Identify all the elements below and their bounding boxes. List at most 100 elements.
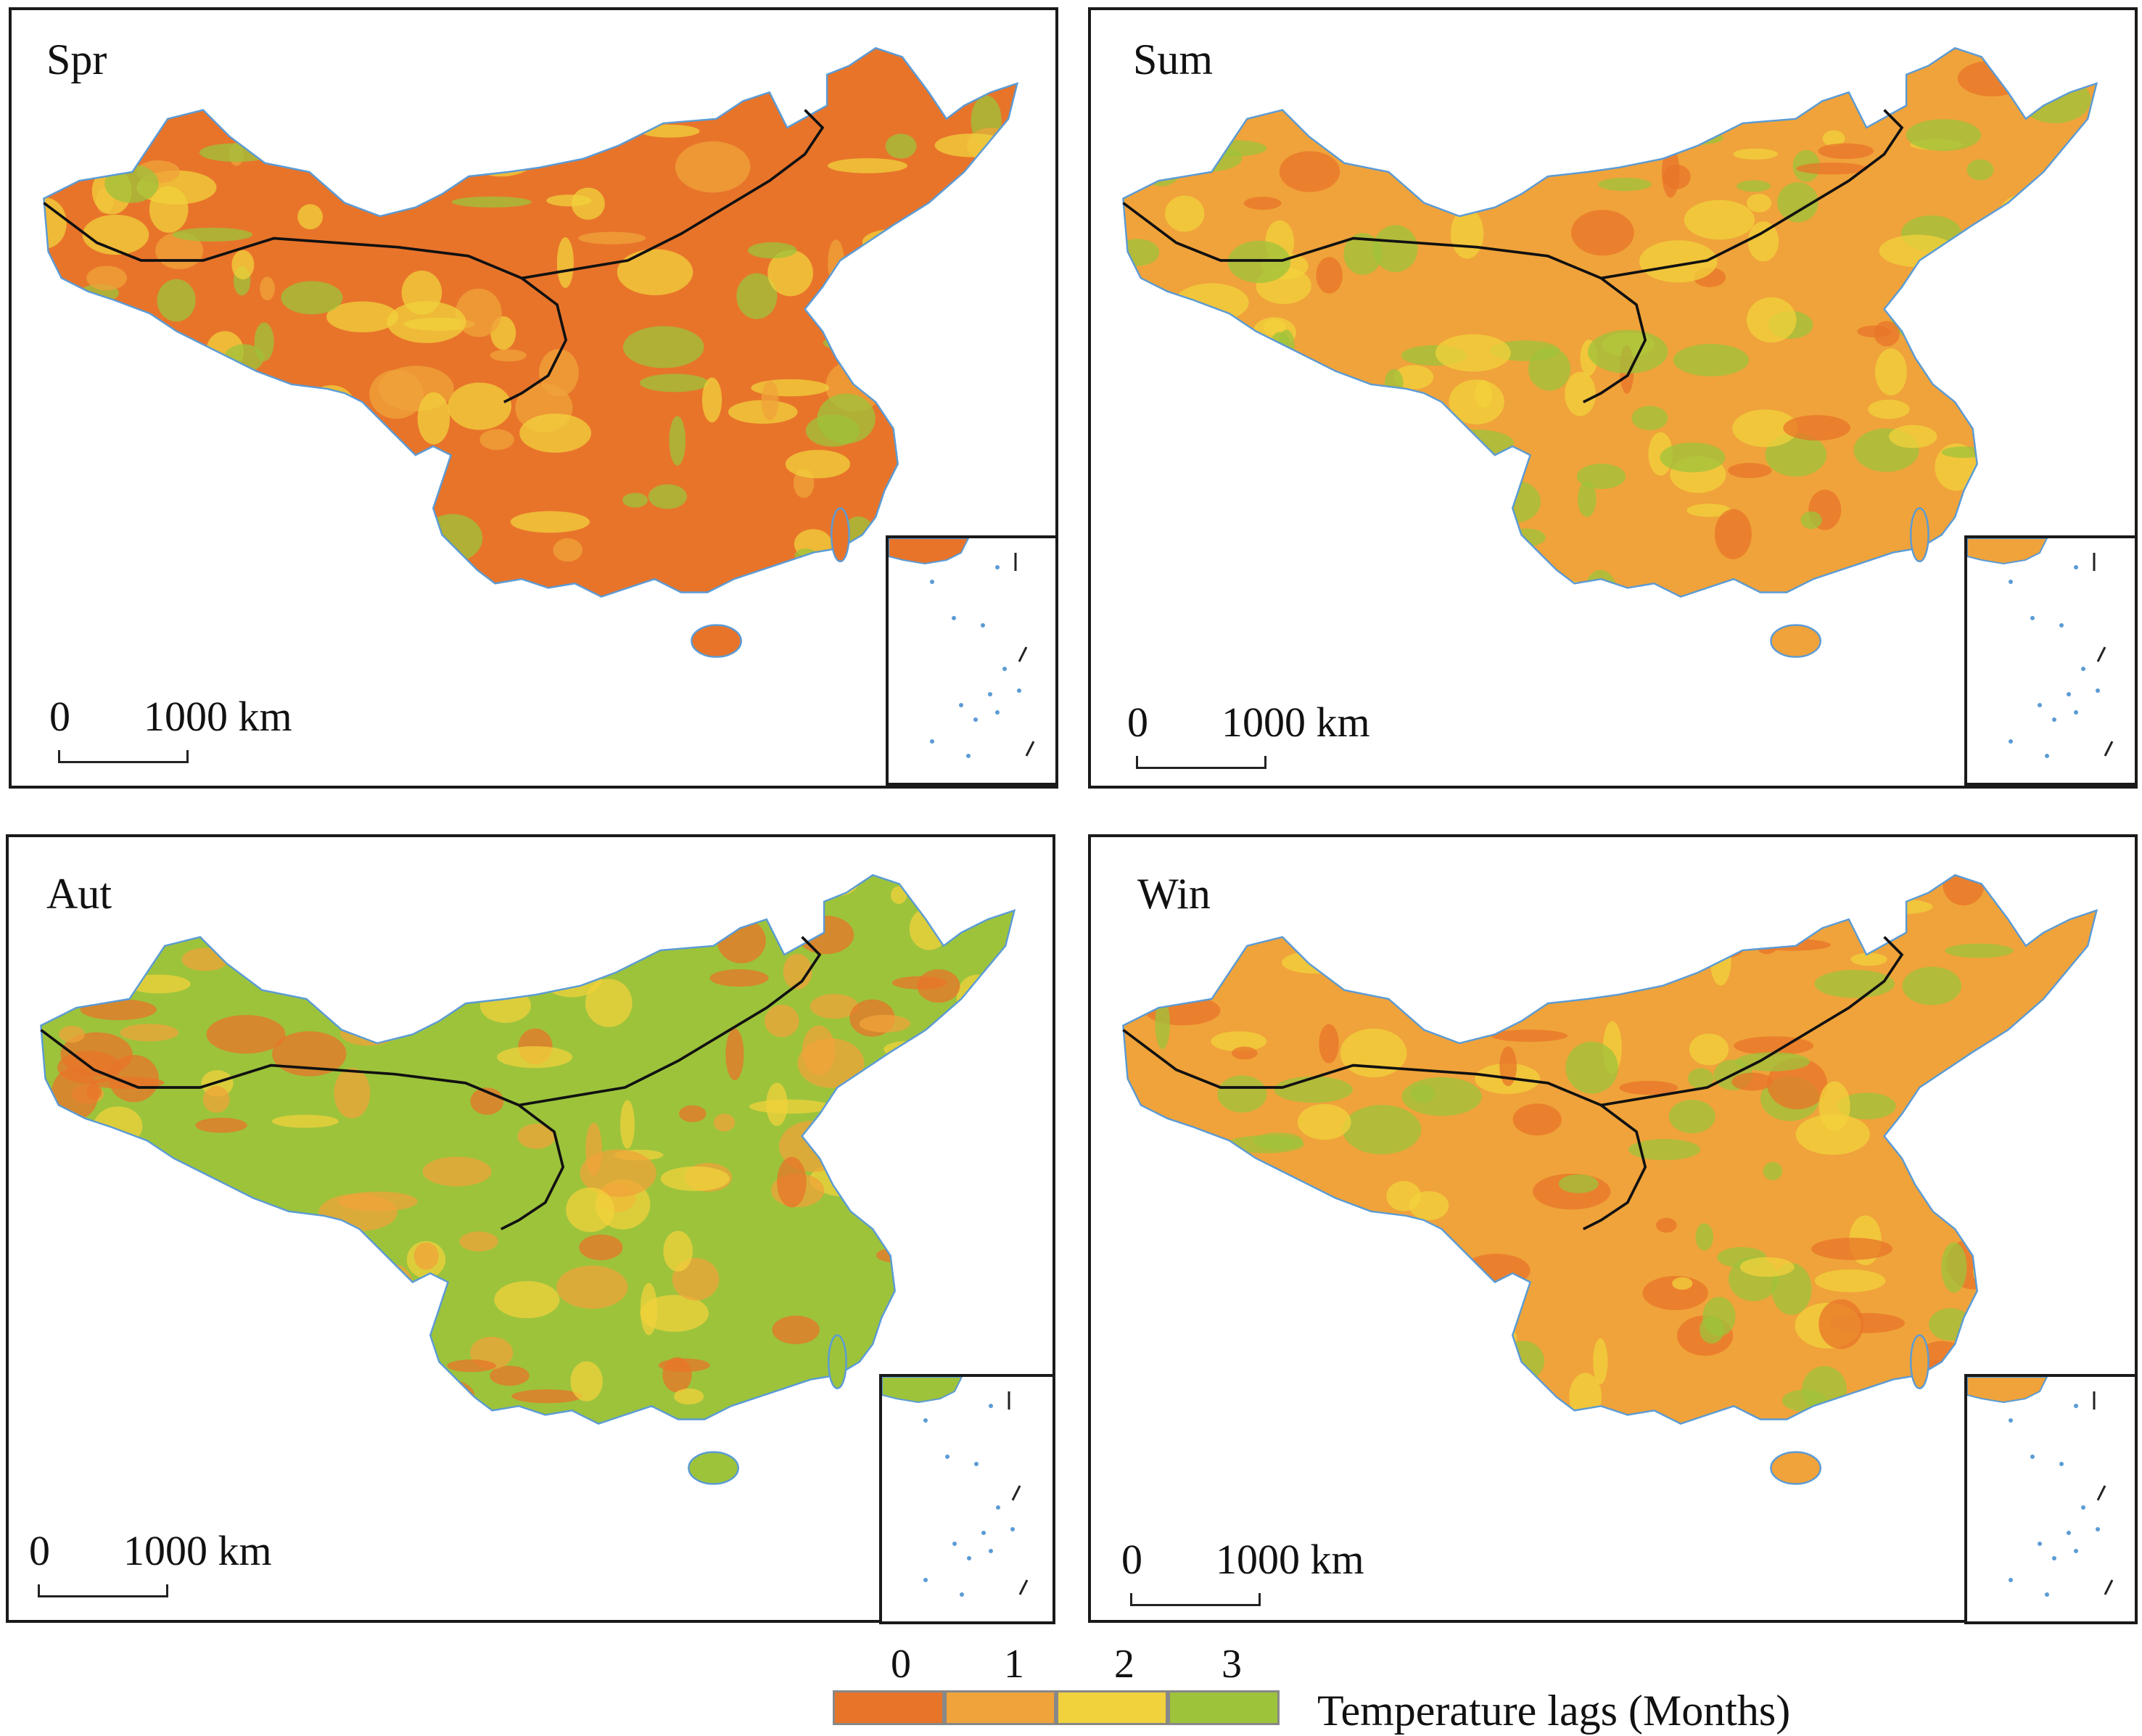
lag-patch xyxy=(1260,1227,1285,1251)
lag-patch xyxy=(709,969,769,987)
lag-patch xyxy=(1987,1198,2056,1227)
legend-value-3: 3 xyxy=(1222,1642,1242,1687)
south-china-sea-inset xyxy=(1964,535,2138,786)
inset-island xyxy=(2074,565,2078,569)
lag-patch xyxy=(1660,442,1726,473)
lag-patch xyxy=(1243,197,1282,210)
lag-patch xyxy=(2080,242,2097,273)
lag-patch xyxy=(1773,59,1812,94)
region-boundary-line xyxy=(521,109,825,280)
lag-patch xyxy=(1583,569,1618,597)
lag-patch xyxy=(1206,454,1236,488)
lag-patch xyxy=(1400,1236,1451,1285)
lag-patch xyxy=(494,938,522,992)
island xyxy=(1770,1451,1821,1485)
inset-island xyxy=(981,1531,986,1535)
lag-patch xyxy=(331,1283,413,1329)
inset-island xyxy=(2067,692,2071,696)
lag-patch xyxy=(1528,347,1571,391)
lag-patch xyxy=(660,1166,730,1191)
lag-patch xyxy=(157,279,196,322)
inset-map xyxy=(1967,1377,2114,1597)
lag-patch xyxy=(519,414,592,453)
region-boundary-line xyxy=(1122,202,1647,403)
lag-patch xyxy=(199,413,243,432)
lag-patch xyxy=(1684,199,1755,240)
scale-end: 1000 km xyxy=(1216,1536,1364,1583)
lag-patch xyxy=(1297,1103,1351,1140)
inset-island xyxy=(2074,1404,2078,1408)
season-label: Sum xyxy=(1133,36,1214,83)
lag-patch xyxy=(1155,997,1170,1050)
lag-patch xyxy=(387,301,466,343)
inset-island xyxy=(945,1455,950,1459)
lag-patch xyxy=(1738,875,1764,897)
lag-patch xyxy=(1600,882,1615,925)
lag-patch xyxy=(195,1117,247,1133)
lag-patch xyxy=(1723,69,1756,116)
lag-patch xyxy=(796,916,854,955)
lag-patch xyxy=(1673,344,1750,377)
lag-patch xyxy=(494,1280,560,1319)
lag-patch xyxy=(172,227,253,242)
lag-patch xyxy=(1424,1295,1486,1322)
inset-coast xyxy=(889,538,970,565)
lag-patch xyxy=(1140,562,1200,574)
lag-patch xyxy=(479,429,514,451)
lag-patch xyxy=(510,511,590,533)
lag-patch xyxy=(924,503,951,519)
lag-patch xyxy=(326,301,398,333)
lag-patch xyxy=(767,250,814,297)
lag-patch xyxy=(1651,52,1702,102)
lag-patch xyxy=(1747,221,1779,262)
lag-patch xyxy=(1966,159,1994,181)
lag-patch xyxy=(1393,365,1434,390)
land-area xyxy=(1123,48,2097,597)
lag-patch xyxy=(1330,875,1411,900)
lag-patch xyxy=(553,538,583,562)
lag-patch xyxy=(717,918,766,963)
lag-patch xyxy=(1818,1299,1863,1349)
lag-patch xyxy=(41,916,65,962)
lag-patch xyxy=(413,1242,439,1270)
inset-island xyxy=(981,623,985,628)
lag-patch xyxy=(1973,1248,2025,1295)
lag-patch xyxy=(1592,926,1644,978)
lag-patch xyxy=(800,575,847,596)
inset-island xyxy=(2045,754,2049,758)
lag-patch xyxy=(761,380,779,421)
lag-patch xyxy=(1441,1320,1517,1356)
lag-patch xyxy=(285,93,348,117)
lag-patch xyxy=(651,890,694,908)
lag-patch xyxy=(2001,333,2080,356)
lag-patch xyxy=(41,1198,86,1228)
lag-patch xyxy=(1705,89,1747,127)
lag-patch xyxy=(1863,899,1933,915)
legend-swatch-0 xyxy=(833,1690,944,1725)
lag-patch xyxy=(785,450,851,479)
lag-patch xyxy=(1232,1046,1258,1060)
inset-island xyxy=(2009,1578,2013,1582)
lag-patch xyxy=(2001,1306,2042,1352)
inset-map xyxy=(889,538,1035,758)
inset-island xyxy=(2096,1527,2100,1531)
lag-patch xyxy=(675,141,751,193)
scale-bar: 0 1000 km xyxy=(29,1526,272,1606)
inset-island xyxy=(996,1505,1000,1510)
lag-patch xyxy=(1951,1111,1998,1165)
lag-patch xyxy=(585,979,633,1027)
lag-patch xyxy=(321,416,364,437)
lag-patch xyxy=(1123,239,1160,266)
lag-patch xyxy=(2019,482,2096,535)
scale-end: 1000 km xyxy=(144,693,292,740)
inset-island xyxy=(2074,1549,2078,1553)
lag-patch xyxy=(114,510,161,530)
lag-patch xyxy=(1558,1174,1599,1193)
lag-patch xyxy=(1343,233,1383,275)
lag-patch xyxy=(68,460,84,488)
lag-patch xyxy=(1458,1274,1494,1307)
lag-patch xyxy=(1972,1188,2007,1234)
inset-dash-line xyxy=(1025,741,1035,757)
lag-patch xyxy=(1737,931,1771,946)
